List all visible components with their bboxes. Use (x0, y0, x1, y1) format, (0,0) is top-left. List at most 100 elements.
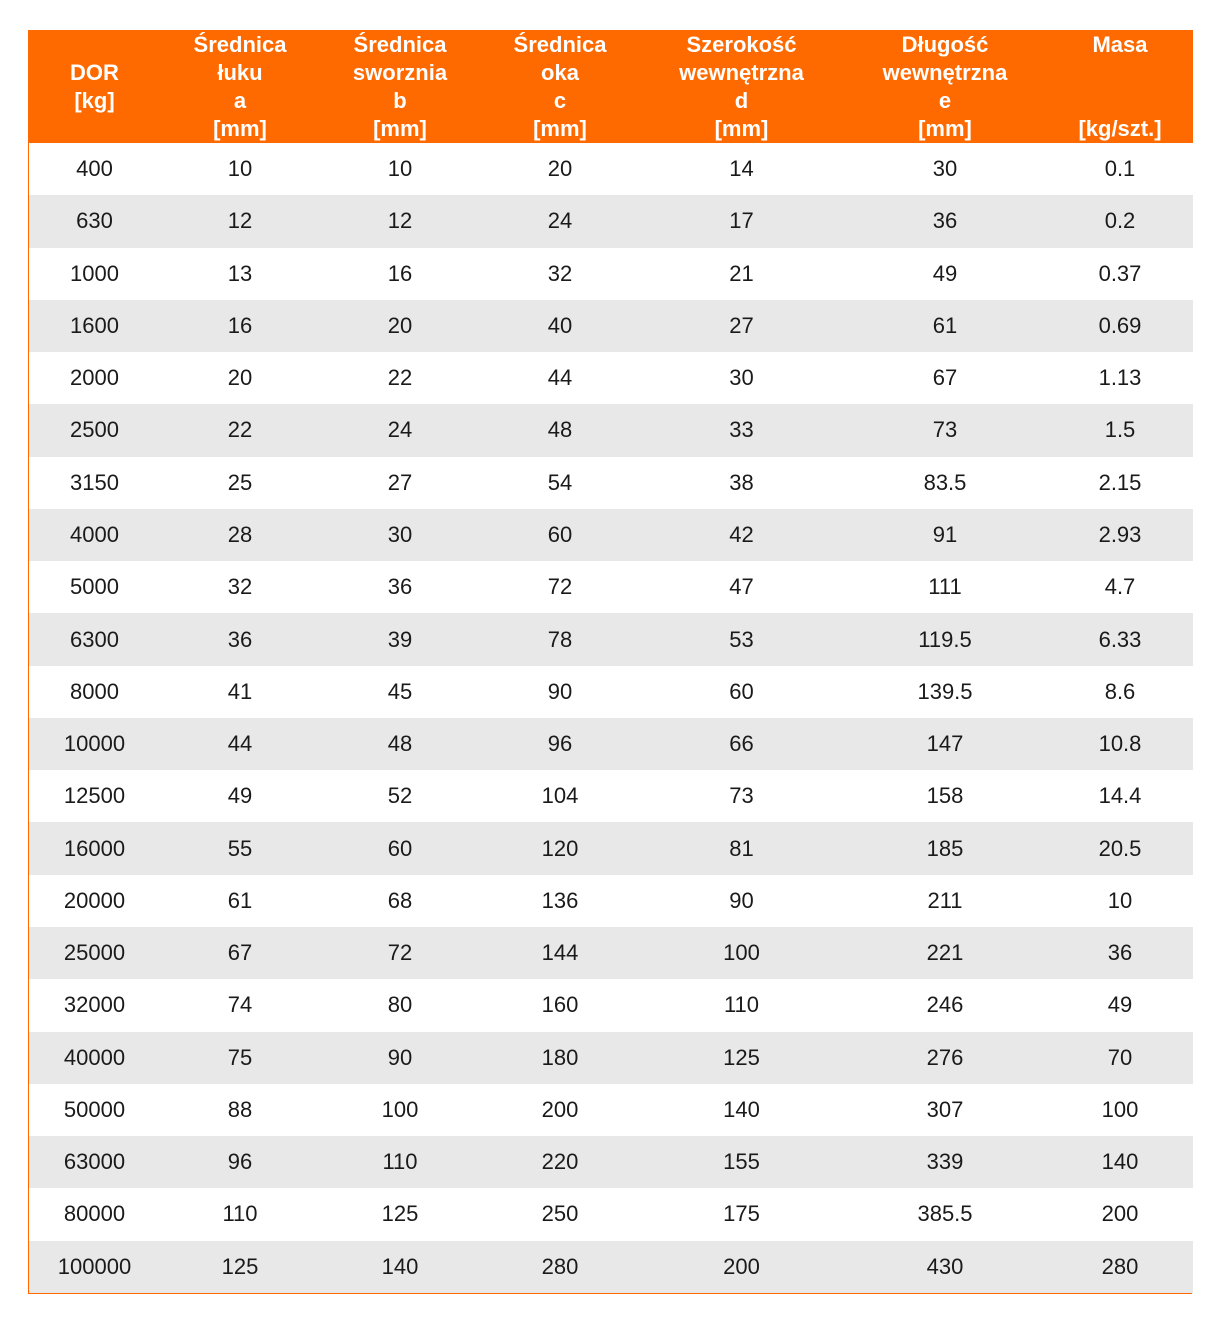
cell-srednica-oka: 48 (547, 417, 573, 443)
column-header-dlugosc-wewnetrzna: Długość wewnętrzna e [mm] (843, 30, 1047, 143)
cell-dlugosc-wewnetrzna: 211 (927, 887, 963, 913)
cell-masa: 20.5 (1098, 835, 1142, 861)
cell-srednica-sworznia: 140 (381, 1253, 419, 1279)
table-row: 5000 32 36 72 47 111 4.7 (29, 561, 1193, 614)
cell-srednica-oka: 40 (547, 312, 573, 338)
cell-masa: 2.15 (1098, 469, 1142, 495)
cell-szerokosc-wewnetrzna: 17 (729, 208, 754, 234)
cell-srednica-sworznia: 20 (387, 312, 413, 338)
cell-srednica-oka: 136 (541, 887, 579, 913)
table-body: 400 10 10 20 14 30 0.1 630 12 12 24 17 36 0.2 1000 13 16… (29, 143, 1193, 1293)
shackle-spec-table: DOR [kg] Średnica łuku a [mm] Średnica sworzni… (29, 30, 1193, 1293)
cell-dlugosc-wewnetrzna: 61 (932, 312, 958, 338)
cell-srednica-oka: 78 (547, 626, 573, 652)
cell-szerokosc-wewnetrzna: 33 (729, 417, 754, 443)
cell-szerokosc-wewnetrzna: 66 (729, 731, 754, 757)
column-header-line (29, 31, 160, 59)
cell-srednica-luku: 44 (227, 731, 253, 757)
cell-srednica-luku: 49 (227, 783, 253, 809)
cell-dor: 2000 (70, 365, 119, 391)
shackle-spec-table-container: DOR [kg] Średnica łuku a [mm] Średnica sworzni… (28, 30, 1193, 1294)
column-header-line: wewnętrzna (679, 60, 804, 85)
cell-dor: 6300 (70, 626, 119, 652)
table-row: 2000 20 22 44 30 67 1.13 (29, 352, 1193, 405)
cell-srednica-sworznia: 22 (387, 365, 413, 391)
column-header-line: [kg] (74, 88, 115, 113)
cell-dlugosc-wewnetrzna: 158 (926, 783, 964, 809)
cell-masa: 100 (1101, 1096, 1139, 1122)
cell-szerokosc-wewnetrzna: 38 (729, 469, 754, 495)
table-row: 16000 55 60 120 81 185 20.5 (29, 822, 1193, 875)
cell-srednica-sworznia: 100 (381, 1096, 419, 1122)
table-row: 80000 110 125 250 175 385.5 200 (29, 1188, 1193, 1241)
table-row: 25000 67 72 144 100 221 36 (29, 926, 1193, 980)
cell-dor: 8000 (70, 678, 119, 704)
cell-srednica-luku: 67 (227, 940, 253, 966)
cell-szerokosc-wewnetrzna: 175 (723, 1201, 760, 1227)
table-row: 400 10 10 20 14 30 0.1 (29, 143, 1193, 196)
cell-srednica-oka: 20 (547, 156, 573, 182)
cell-szerokosc-wewnetrzna: 53 (729, 626, 754, 652)
column-header-line (29, 115, 160, 143)
cell-srednica-luku: 13 (227, 260, 253, 286)
cell-masa: 8.6 (1104, 678, 1136, 704)
cell-srednica-luku: 55 (227, 835, 253, 861)
cell-srednica-oka: 90 (547, 678, 573, 704)
cell-szerokosc-wewnetrzna: 81 (729, 835, 754, 861)
cell-dor: 630 (76, 208, 113, 234)
cell-szerokosc-wewnetrzna: 110 (723, 992, 760, 1018)
cell-srednica-luku: 20 (227, 365, 253, 391)
header-row: DOR [kg] Średnica łuku a [mm] Średnica sworzni… (29, 30, 1193, 143)
cell-szerokosc-wewnetrzna: 60 (729, 678, 754, 704)
cell-srednica-oka: 120 (541, 835, 579, 861)
cell-masa: 0.69 (1098, 312, 1142, 338)
cell-srednica-oka: 60 (547, 521, 573, 547)
cell-srednica-luku: 74 (227, 992, 253, 1018)
cell-szerokosc-wewnetrzna: 125 (723, 1044, 760, 1070)
table-row: 1000 13 16 32 21 49 0.37 (29, 247, 1193, 300)
cell-srednica-sworznia: 10 (387, 156, 413, 182)
column-header-line: [mm] (918, 116, 972, 141)
cell-dor: 40000 (63, 1044, 126, 1070)
cell-srednica-luku: 61 (227, 887, 253, 913)
cell-szerokosc-wewnetrzna: 30 (729, 365, 754, 391)
cell-srednica-luku: 41 (227, 678, 253, 704)
column-header-masa: Masa [kg/szt.] (1047, 30, 1193, 143)
cell-masa: 0.2 (1104, 208, 1136, 234)
column-header-szerokosc-wewnetrzna: Szerokość wewnętrzna d [mm] (640, 30, 843, 143)
table-row: 63000 96 110 220 155 339 140 (29, 1136, 1193, 1189)
cell-dlugosc-wewnetrzna: 119.5 (918, 626, 972, 652)
cell-dor: 16000 (63, 835, 126, 861)
cell-dlugosc-wewnetrzna: 147 (926, 731, 964, 757)
cell-masa: 280 (1101, 1253, 1139, 1279)
table-row: 10000 44 48 96 66 147 10.8 (29, 717, 1193, 771)
cell-dlugosc-wewnetrzna: 339 (926, 1149, 964, 1175)
column-header-line: c (553, 88, 567, 113)
cell-srednica-luku: 22 (227, 417, 253, 443)
cell-dor: 10000 (63, 731, 126, 757)
cell-dlugosc-wewnetrzna: 91 (932, 521, 958, 547)
column-header-line (1047, 59, 1193, 87)
column-header-line: Średnica (353, 32, 447, 57)
cell-srednica-sworznia: 16 (387, 260, 413, 286)
column-header-line: [mm] (373, 116, 427, 141)
table-row: 1600 16 20 40 27 61 0.69 (29, 299, 1193, 353)
cell-szerokosc-wewnetrzna: 140 (723, 1096, 760, 1122)
table-row: 50000 88 100 200 140 307 100 (29, 1083, 1193, 1137)
table-row: 32000 74 80 160 110 246 49 (29, 979, 1193, 1032)
cell-dlugosc-wewnetrzna: 67 (932, 365, 958, 391)
column-header-srednica-sworznia: Średnica sworznia b [mm] (320, 30, 480, 143)
cell-dor: 80000 (63, 1201, 126, 1227)
cell-dor: 50000 (63, 1096, 126, 1122)
cell-srednica-oka: 200 (541, 1096, 579, 1122)
cell-masa: 0.37 (1098, 260, 1142, 286)
cell-srednica-luku: 16 (227, 312, 253, 338)
cell-srednica-sworznia: 72 (387, 940, 413, 966)
cell-dlugosc-wewnetrzna: 111 (928, 574, 962, 600)
cell-masa: 200 (1101, 1201, 1139, 1227)
cell-srednica-sworznia: 24 (387, 417, 413, 443)
cell-dlugosc-wewnetrzna: 30 (932, 156, 958, 182)
cell-srednica-sworznia: 90 (387, 1044, 413, 1070)
cell-srednica-sworznia: 27 (387, 469, 413, 495)
column-header-srednica-luku: Średnica łuku a [mm] (160, 30, 320, 143)
